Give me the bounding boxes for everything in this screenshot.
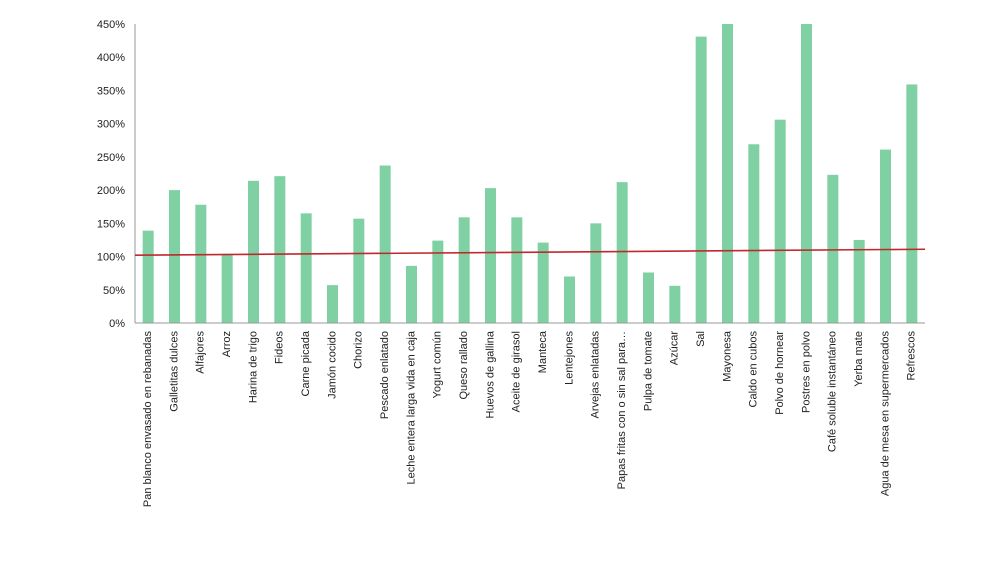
reference-line <box>134 248 926 257</box>
y-tick-label: 200% <box>97 185 125 197</box>
y-tick-label: 350% <box>97 85 125 97</box>
bar <box>142 230 154 323</box>
bar <box>616 182 628 323</box>
x-tick-label: Caldo en cubos <box>748 331 760 408</box>
bar <box>748 144 760 323</box>
x-tick-label: Yerba mate <box>853 331 865 387</box>
x-tick-label: Harina de trigo <box>247 331 259 403</box>
x-tick-label: Pan blanco envasado en rebanadas <box>142 331 154 508</box>
x-tick-label: Pulpa de tomate <box>642 331 654 411</box>
bar <box>643 272 654 323</box>
bar <box>722 24 733 323</box>
x-tick-label: Chorizo <box>353 331 365 369</box>
bar <box>485 188 496 323</box>
y-tick-label: 300% <box>97 119 125 131</box>
bar <box>406 265 417 323</box>
x-tick-label: Arvejas enlatadas <box>590 331 602 419</box>
bar <box>564 276 575 323</box>
x-tick-label: Pescado enlatado <box>379 331 391 419</box>
bar <box>511 217 523 323</box>
bar <box>327 285 338 323</box>
bar <box>827 174 839 323</box>
x-tick-label: Café soluble instantáneo <box>827 331 839 452</box>
x-tick-label: Polvo de hornear <box>774 331 786 415</box>
x-tick-label: Fideos <box>274 331 286 365</box>
y-tick-label: 100% <box>97 252 125 264</box>
x-tick-label: Queso rallado <box>458 331 470 400</box>
x-tick-label: Azúcar <box>669 331 681 366</box>
x-tick-label: Refrescos <box>906 331 918 381</box>
bar <box>774 119 786 324</box>
x-tick-label: Postres en polvo <box>800 331 812 413</box>
y-axis-tick-labels: 0% 50% 100% 150% 200% 250% 300% 350% 400% 450% <box>97 19 125 330</box>
x-tick-label: Alfajores <box>195 331 207 374</box>
x-tick-label: Manteca <box>537 330 549 373</box>
x-tick-label: Leche entera larga vida en caja <box>405 330 417 484</box>
bar <box>248 180 259 323</box>
bar <box>432 240 444 323</box>
x-tick-label: Sal <box>695 331 707 347</box>
bar <box>379 165 391 323</box>
y-tick-label: 50% <box>103 285 125 297</box>
y-tick-label: 400% <box>97 52 125 64</box>
bar <box>801 24 812 323</box>
y-tick-label: 250% <box>97 152 125 164</box>
x-tick-label: Arroz <box>221 331 233 357</box>
x-tick-label: Lentejones <box>563 331 575 385</box>
x-tick-label: Aceite de girasol <box>511 331 523 412</box>
x-tick-label: Agua de mesa en supermercados <box>879 331 891 497</box>
bar <box>221 253 233 323</box>
bar <box>590 223 602 323</box>
bar <box>906 84 918 323</box>
bar <box>853 239 865 323</box>
bar <box>169 190 180 323</box>
x-tick-label: Jamón cocido <box>326 331 338 399</box>
bars <box>142 24 918 324</box>
x-tick-label: Huevos de gallina <box>484 330 496 418</box>
x-tick-label: Papas fritas con o sin sal para… <box>616 331 628 489</box>
y-tick-label: 0% <box>109 318 125 330</box>
x-tick-label: Yogurt común <box>432 331 444 398</box>
x-tick-label: Carne picada <box>300 330 312 396</box>
x-tick-label: Galletitas dulces <box>168 331 180 412</box>
bar <box>669 285 681 323</box>
x-tick-label: Mayonesa <box>721 330 733 382</box>
bar <box>353 218 365 323</box>
x-axis-tick-labels: Pan blanco envasado en rebanadas Galletit… <box>142 330 918 507</box>
y-tick-label: 150% <box>97 218 125 230</box>
bar <box>300 213 312 323</box>
bar <box>695 36 707 323</box>
bar <box>537 242 549 323</box>
bar <box>195 204 207 323</box>
bar <box>458 217 470 323</box>
bar <box>880 149 891 323</box>
bar <box>274 176 286 323</box>
y-tick-label: 450% <box>97 19 125 31</box>
